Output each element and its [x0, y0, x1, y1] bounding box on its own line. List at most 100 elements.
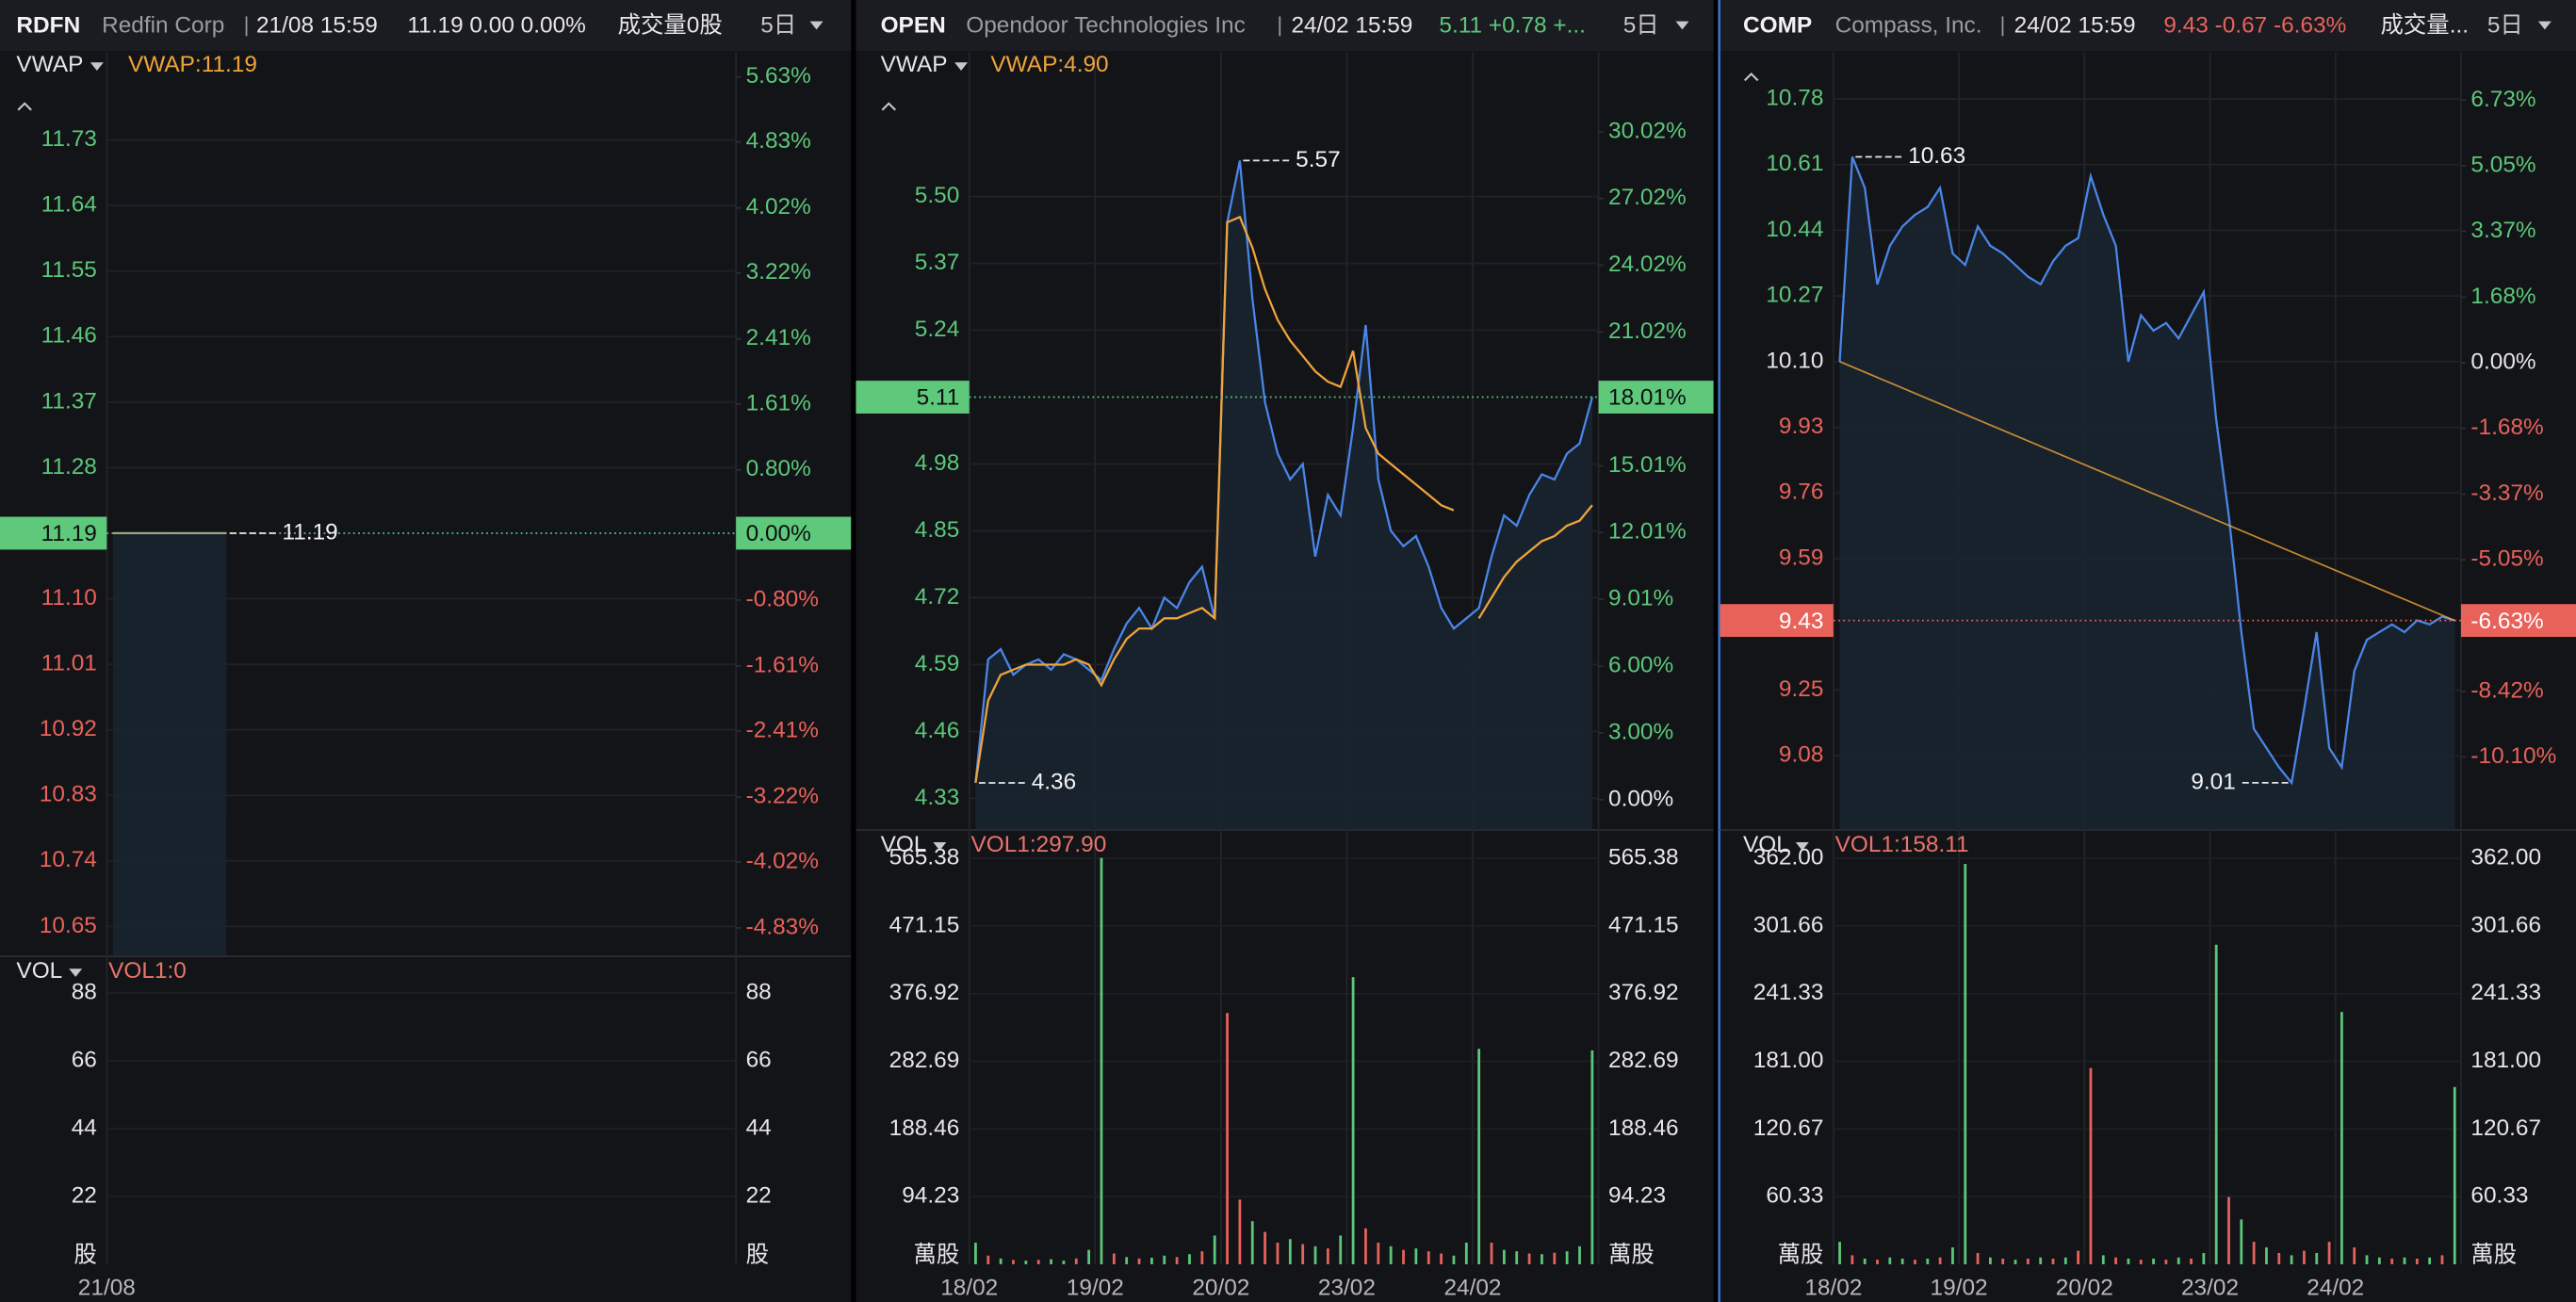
pct-tick-label: 15.01% — [1608, 452, 1687, 478]
collapse-icon[interactable] — [1743, 72, 1759, 82]
price-tick-label: 4.85 — [915, 517, 959, 543]
price-tick-label: 4.98 — [915, 450, 959, 476]
period-selector[interactable]: 5日 — [1623, 12, 1659, 38]
volume-bar — [2240, 1219, 2243, 1264]
date-label: 20/02 — [2056, 1276, 2113, 1301]
vol-tick-label: 188.46 — [1608, 1115, 1679, 1141]
price-tick-label: 4.33 — [915, 785, 959, 810]
volume-bar — [1062, 1261, 1066, 1264]
vol-name[interactable]: VOL — [1743, 832, 1789, 857]
last-pct-badge — [736, 516, 852, 550]
collapse-icon[interactable] — [17, 102, 32, 111]
price-tick-label: 10.92 — [40, 716, 97, 741]
price-area — [112, 532, 227, 956]
company-name: Redfin Corp — [102, 12, 224, 38]
price-tick-label: 10.27 — [1766, 283, 1823, 308]
pct-tick-label: 4.83% — [746, 128, 811, 154]
last-price-badge — [1720, 604, 1834, 638]
volume-bar — [974, 1243, 977, 1264]
volume-bar — [1527, 1253, 1531, 1264]
volume-bar — [1989, 1257, 1992, 1264]
vol-tick-label: 301.66 — [1753, 912, 1824, 937]
volume-bar — [1964, 864, 1967, 1264]
volume-bar — [1188, 1254, 1191, 1264]
volume-bar — [1036, 1260, 1040, 1264]
volume-bar — [2164, 1260, 2168, 1264]
collapse-icon[interactable] — [881, 102, 897, 111]
vol-tick-label: 301.66 — [2470, 912, 2541, 937]
pct-tick-label: 4.02% — [746, 194, 811, 220]
volume-bar — [1137, 1258, 1141, 1264]
vol-tick-label: 471.15 — [1608, 912, 1679, 937]
pct-tick-label: 21.02% — [1608, 318, 1687, 344]
volume-bar — [2315, 1253, 2319, 1264]
price-tick-label: 11.28 — [41, 454, 97, 480]
vwap-line — [1839, 361, 2455, 622]
pct-tick-label: 9.01% — [1608, 586, 1673, 611]
symbol: COMP — [1743, 12, 1812, 38]
volume-bar — [2377, 1257, 2381, 1264]
pct-tick-label: 0.80% — [746, 456, 811, 481]
header-bar — [856, 0, 1714, 52]
price-tick-label: 9.25 — [1779, 676, 1823, 702]
indicator-arrow[interactable] — [90, 62, 104, 71]
volume-bar — [2365, 1255, 2369, 1264]
quote: 5.11 +0.78 +... — [1439, 12, 1586, 38]
period-selector[interactable]: 5日 — [760, 12, 796, 38]
vol-tick-label: 44 — [746, 1115, 772, 1140]
volume-bar — [1100, 857, 1103, 1264]
symbol: RDFN — [16, 12, 80, 38]
pct-tick-label: -1.68% — [2470, 415, 2543, 440]
volume-bar — [1301, 1244, 1305, 1264]
volume-bar — [1590, 1050, 1594, 1264]
dropdown-arrow[interactable] — [2537, 21, 2552, 30]
indicator-name[interactable]: VWAP — [881, 52, 948, 77]
price-tick-label: 5.24 — [915, 317, 959, 342]
vol-name[interactable]: VOL — [16, 958, 62, 984]
volume-bar — [1264, 1231, 1267, 1264]
symbol: OPEN — [881, 12, 946, 38]
vol-name[interactable]: VOL — [881, 832, 927, 857]
indicator-arrow[interactable] — [954, 62, 968, 71]
high-label: 5.57 — [1296, 147, 1340, 172]
volume-bar — [1226, 1013, 1229, 1264]
vol-value: VOL1:158.11 — [1835, 832, 1969, 857]
vol-arrow[interactable] — [1795, 842, 1809, 851]
period-selector[interactable]: 5日 — [2487, 12, 2523, 38]
volume-bar — [1200, 1251, 1204, 1264]
volume-bar — [1565, 1251, 1569, 1264]
volume-bar — [1888, 1257, 1892, 1264]
vol-arrow[interactable] — [933, 842, 947, 851]
pct-tick-label: 5.05% — [2470, 152, 2535, 177]
high-label: 11.19 — [283, 519, 338, 545]
vol-unit: 萬股 — [1608, 1243, 1655, 1268]
dropdown-arrow[interactable] — [1675, 21, 1689, 30]
price-tick-label: 10.65 — [40, 913, 97, 938]
volume-bar — [1976, 1253, 1980, 1264]
volume-bar — [2265, 1247, 2268, 1264]
volume-bar — [1364, 1228, 1367, 1264]
indicator-name[interactable]: VWAP — [16, 52, 83, 77]
date-label: 23/02 — [2181, 1276, 2239, 1301]
price-tick-label: 11.46 — [41, 323, 97, 349]
pct-tick-label: -1.61% — [746, 652, 819, 677]
volume-bar — [1288, 1239, 1292, 1264]
volume-bar — [1250, 1221, 1254, 1264]
dropdown-arrow[interactable] — [809, 21, 823, 30]
price-area — [1839, 156, 2455, 830]
volume-bar — [2051, 1258, 2055, 1264]
date-label: 24/02 — [1443, 1276, 1501, 1301]
pct-tick-label: -3.37% — [2470, 480, 2543, 506]
volume-bar — [1838, 1242, 1841, 1264]
last-pct: -6.63% — [2470, 609, 2543, 634]
vol-arrow[interactable] — [69, 968, 83, 977]
vol-tick-label: 471.15 — [889, 912, 960, 937]
volume-bar — [1427, 1251, 1430, 1264]
volume-bar — [2152, 1258, 2155, 1264]
vol-unit: 萬股 — [913, 1243, 959, 1268]
volume-bar — [2403, 1257, 2406, 1264]
price-tick-label: 11.55 — [41, 257, 97, 283]
price-tick-label: 10.74 — [40, 847, 97, 872]
volume-bar — [1125, 1257, 1129, 1264]
pct-tick-label: 0.00% — [1608, 786, 1673, 811]
